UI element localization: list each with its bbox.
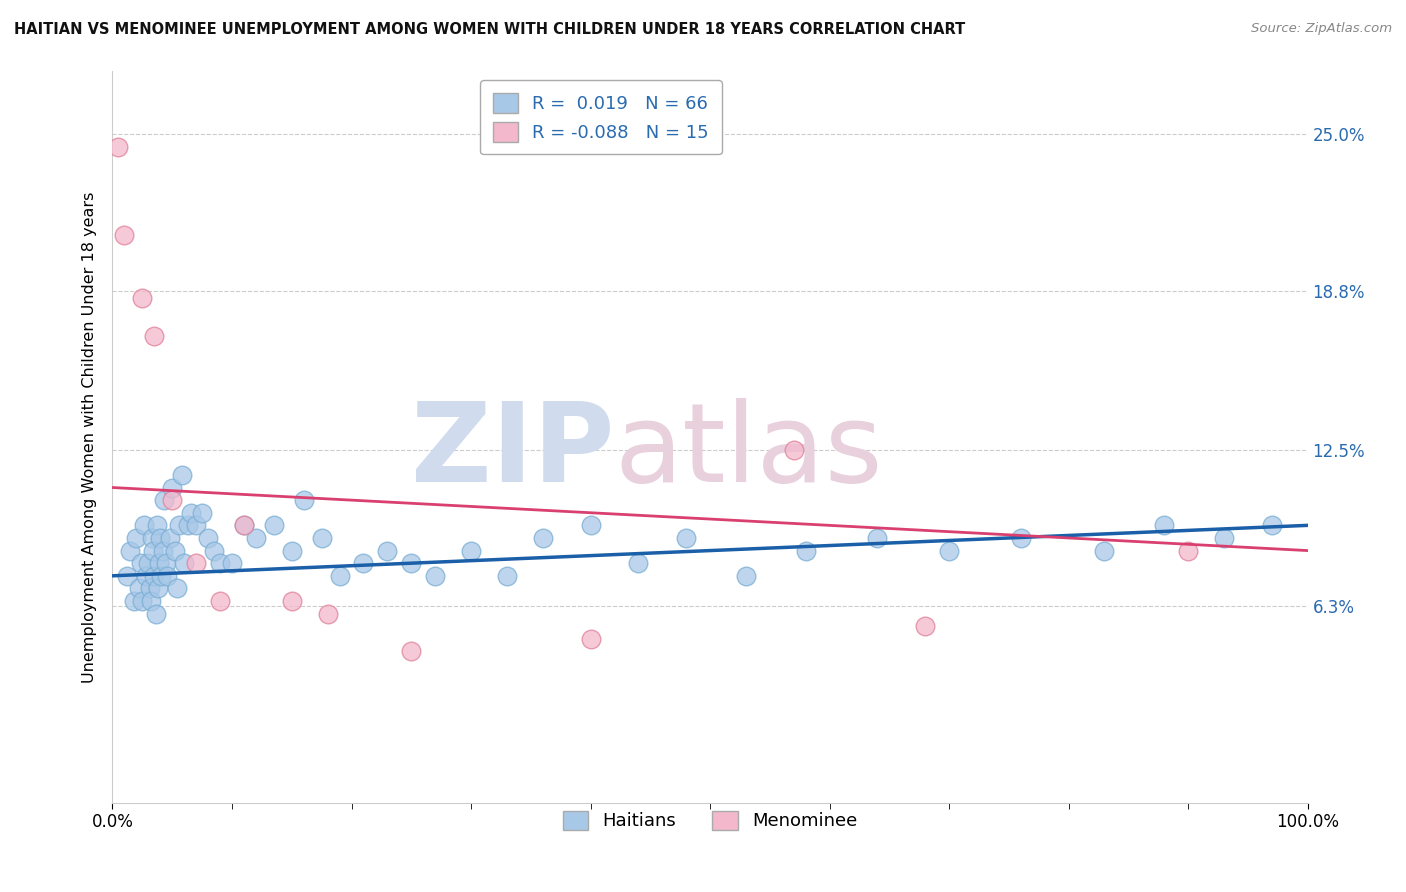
Point	[627, 556, 650, 570]
Point	[233, 518, 256, 533]
Point	[177, 518, 200, 533]
Point	[115, 569, 138, 583]
Point	[180, 506, 202, 520]
Point	[155, 556, 177, 570]
Point	[129, 556, 152, 570]
Point	[1177, 543, 1199, 558]
Point	[159, 531, 181, 545]
Point	[866, 531, 889, 545]
Point	[377, 543, 399, 558]
Point	[579, 518, 602, 533]
Point	[311, 531, 333, 545]
Legend: Haitians, Menominee: Haitians, Menominee	[555, 804, 865, 838]
Point	[142, 543, 165, 558]
Point	[281, 594, 304, 608]
Point	[209, 594, 232, 608]
Point	[146, 582, 169, 596]
Point	[107, 140, 129, 154]
Point	[148, 556, 170, 570]
Point	[197, 531, 219, 545]
Point	[120, 543, 142, 558]
Point	[353, 556, 375, 570]
Point	[233, 518, 256, 533]
Point	[735, 569, 758, 583]
Point	[166, 582, 188, 596]
Point	[209, 556, 232, 570]
Point	[145, 607, 167, 621]
Point	[460, 543, 482, 558]
Point	[1213, 531, 1236, 545]
Point	[145, 518, 167, 533]
Point	[186, 518, 208, 533]
Point	[141, 531, 163, 545]
Point	[139, 594, 162, 608]
Point	[329, 569, 352, 583]
Point	[245, 531, 267, 545]
Point	[281, 543, 304, 558]
Point	[156, 569, 179, 583]
Point	[131, 291, 153, 305]
Point	[1094, 543, 1116, 558]
Point	[1153, 518, 1175, 533]
Point	[138, 556, 160, 570]
Point	[186, 556, 208, 570]
Point	[143, 569, 166, 583]
Point	[162, 481, 183, 495]
Point	[1261, 518, 1284, 533]
Point	[263, 518, 285, 533]
Point	[169, 518, 191, 533]
Point	[292, 493, 315, 508]
Point	[221, 556, 243, 570]
Point	[579, 632, 602, 646]
Point	[163, 543, 186, 558]
Point	[150, 569, 173, 583]
Point	[152, 543, 174, 558]
Point	[938, 543, 960, 558]
Point	[149, 531, 172, 545]
Point	[131, 594, 153, 608]
Point	[132, 518, 155, 533]
Point	[675, 531, 697, 545]
Point	[401, 644, 423, 658]
Point	[135, 569, 157, 583]
Point	[191, 506, 214, 520]
Point	[425, 569, 447, 583]
Point	[138, 582, 160, 596]
Text: ZIP: ZIP	[411, 398, 614, 505]
Point	[153, 493, 176, 508]
Text: atlas: atlas	[614, 398, 883, 505]
Point	[316, 607, 339, 621]
Point	[170, 467, 193, 482]
Point	[162, 493, 183, 508]
Point	[914, 619, 936, 633]
Point	[143, 329, 166, 343]
Point	[128, 582, 150, 596]
Point	[125, 531, 148, 545]
Point	[173, 556, 195, 570]
Y-axis label: Unemployment Among Women with Children Under 18 years: Unemployment Among Women with Children U…	[82, 192, 97, 682]
Point	[114, 228, 135, 243]
Point	[783, 442, 806, 457]
Point	[496, 569, 519, 583]
Point	[202, 543, 225, 558]
Text: Source: ZipAtlas.com: Source: ZipAtlas.com	[1251, 22, 1392, 36]
Point	[122, 594, 145, 608]
Point	[1010, 531, 1032, 545]
Text: HAITIAN VS MENOMINEE UNEMPLOYMENT AMONG WOMEN WITH CHILDREN UNDER 18 YEARS CORRE: HAITIAN VS MENOMINEE UNEMPLOYMENT AMONG …	[14, 22, 966, 37]
Point	[794, 543, 817, 558]
Point	[531, 531, 554, 545]
Point	[401, 556, 423, 570]
